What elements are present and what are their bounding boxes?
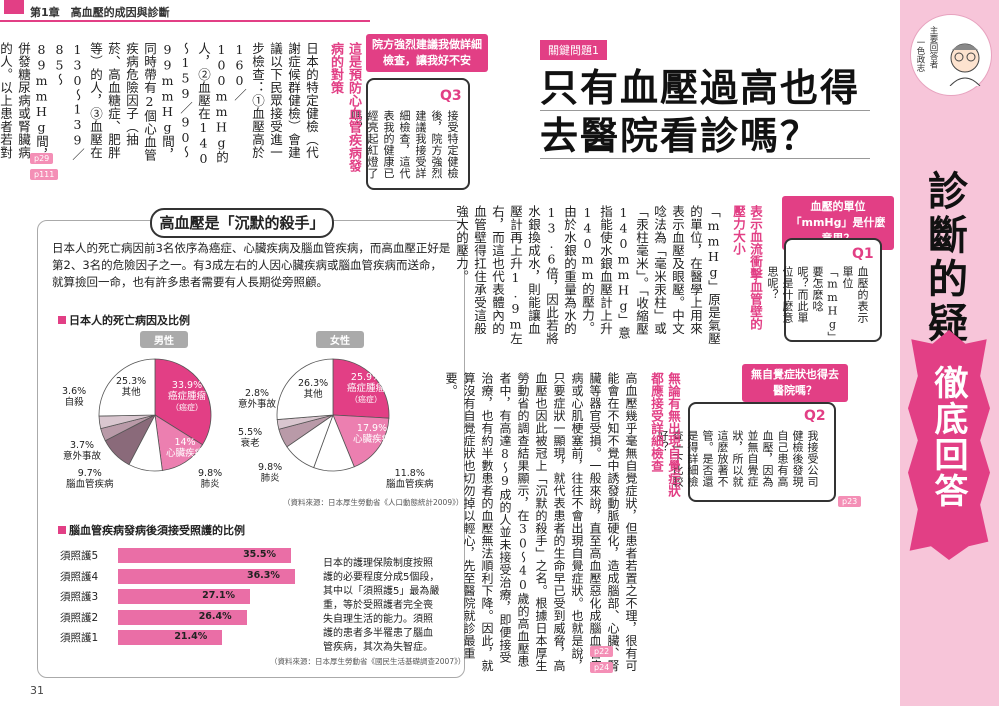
bar <box>118 589 251 604</box>
pie-chart-female <box>276 358 390 472</box>
data-label: 5.5 <box>238 427 254 438</box>
title-rule <box>540 158 870 159</box>
bar-category-label: 須照護1 <box>60 632 99 644</box>
pie-slice <box>332 414 390 468</box>
data-label: 33.9 <box>171 380 194 391</box>
header-page-mark <box>4 0 24 14</box>
page-ref-tag: p111 <box>30 169 59 180</box>
q3-number: Q3 <box>440 88 462 104</box>
q2-bubble: 無自覺症狀也得去醫院嗎？ <box>742 364 848 402</box>
data-label: 3.6 <box>62 386 78 397</box>
bar-note: 日本的護理保險制度按照護的必要程度分成5個段，其中以「須照護5」最為嚴重，等於受… <box>323 558 440 653</box>
bar <box>118 609 247 625</box>
pie-source: （資料來源：日本厚生勞動省《人口動態統計2009》） <box>283 498 464 507</box>
q3-question: 接受特定健檢後，院方強烈建議我接受詳細檢查，這代表我的健康已經亮起紅燈了嗎？ <box>350 110 459 179</box>
q1-question: 血壓的表示單位「mmHg」要怎麼唸呢？而此單位是什麼意思呢？ <box>766 266 869 343</box>
avatar-name: 一色政志 <box>915 38 925 72</box>
burst-text: 徹底回答 <box>928 365 968 509</box>
data-label: 9.8 <box>258 462 274 473</box>
pie-slice <box>98 358 156 417</box>
doctor-avatar <box>949 43 981 86</box>
pie-slice <box>332 358 390 419</box>
title-rule <box>540 110 870 111</box>
male-pneumonia-label: 9.8% 肺炎 <box>198 468 223 490</box>
chapter-header: 第1章 高血壓的成因與診斷 <box>30 6 170 19</box>
q2-body: 高血壓幾乎毫無自覺症狀，但患者若置之不理，很有可能會在不知不覺中誘發動脈硬化，造… <box>444 372 638 672</box>
section-intro: 日本人的死亡病因前3名依序為癌症、心臟疾病及腦血管疾病，而高血壓正好是第2、3名… <box>52 241 451 289</box>
female-heart-label: 17.9% 心臟疾病 <box>353 423 392 445</box>
page-ref-tag: p24 <box>590 662 614 673</box>
q1-body: 「mmHg」原是氣壓的單位，在醫學上用來表示血壓及眼壓。中文唸法為「毫米汞柱」或… <box>454 205 721 345</box>
pie-slice <box>154 358 212 446</box>
male-other-label: 25.3% 其他 <box>116 376 147 398</box>
data-label: 9.7 <box>77 468 93 479</box>
data-label: 9.8 <box>198 468 214 479</box>
q3-body: 日本的特定健檢（代謝症候群健檢）會建議以下民眾接受進一步檢查：①血壓高於160／… <box>0 42 319 167</box>
male-heart-label: 14% 心臟疾病 <box>166 437 205 459</box>
pie-chart-title: 日本人的死亡病因及比例 <box>58 312 190 328</box>
male-cancer-label: 33.9% 癌症腫瘤 （癌症） <box>168 380 207 412</box>
female-senility-label: 5.5% 衰老 <box>238 427 263 449</box>
data-label: 25.9 <box>350 372 373 383</box>
bar-source: （資料來源：日本厚生勞動省《國民生活基礎調查2007》） <box>270 657 466 666</box>
page-number-left: 31 <box>30 684 44 697</box>
bar-value-label: 26.4% <box>198 610 232 622</box>
main-title: 只有血壓過高也得 去醫院看診嗎？ <box>540 65 861 158</box>
female-other-label: 26.3% 其他 <box>298 378 329 400</box>
page-ref-tag: p29 <box>30 153 54 164</box>
data-label: 25.3 <box>116 376 138 387</box>
male-suicide-label: 3.6% 自殺 <box>62 386 87 408</box>
male-cerebro-label: 9.7% 腦血管疾病 <box>66 468 114 490</box>
burst-shape <box>908 330 990 560</box>
data-label: 14 <box>174 437 187 448</box>
bar-value-label: 21.4% <box>174 631 208 642</box>
bar-category-label: 須照護5 <box>60 550 99 562</box>
male-tab: 男性 <box>140 331 188 348</box>
pie-slice <box>276 358 334 421</box>
data-label: 2.8 <box>244 388 261 399</box>
q1-heading: 表示血流衝擊血管壁的壓力大小 <box>731 205 763 330</box>
q2-number: Q2 <box>804 408 826 424</box>
male-accident-label: 3.7% 意外事故 <box>63 440 102 462</box>
data-label: 26.3 <box>298 378 320 389</box>
data-label: 17.9 <box>356 423 379 434</box>
bar-category-label: 須照護2 <box>60 611 99 624</box>
q3-heading: 這是預防心血管疾病發病的對策 <box>328 42 361 172</box>
bar-value-label: 27.1% <box>202 590 236 601</box>
female-tab: 女性 <box>316 331 364 348</box>
bar <box>118 548 292 563</box>
data-label: 11.8 <box>394 468 416 479</box>
pie-chart-male <box>98 358 212 472</box>
bar-value-label: 35.5% <box>243 549 277 560</box>
section-title: 高血壓是「沉默的殺手」 <box>150 208 334 238</box>
bar-category-label: 須照護4 <box>60 570 99 583</box>
female-cerebro-label: 11.8% 腦血管疾病 <box>386 468 434 490</box>
q2-question: 我接受公司健檢後發現自己患有高血壓，因為並無自覺症狀，所以就這麼放著不管。是否還… <box>656 430 819 488</box>
avatar-caption: 主要回答者 <box>928 26 938 69</box>
key-point-tag: 關鍵問題1 <box>540 40 607 60</box>
q3-question-box <box>366 78 470 190</box>
q1-number: Q1 <box>852 246 874 262</box>
page-ref-tag: p22 <box>590 646 614 657</box>
bar-chart-title: 腦血管疾病發病後須接受照護的比例 <box>58 522 245 538</box>
header-rule <box>0 20 370 22</box>
q1-question-box <box>784 238 882 342</box>
q2-question-box <box>688 402 836 502</box>
bar <box>118 630 223 645</box>
female-accident-label: 2.8% 意外事故 <box>238 388 277 410</box>
q2-heading: 無論有無出現自覺症狀都應接受詳細檢查 <box>649 372 681 497</box>
q3-bubble: 院方強烈建議我做詳細檢查，讓我好不安 <box>366 34 488 72</box>
bar-category-label: 須照護3 <box>60 591 99 603</box>
female-pneumonia-label: 9.8% 肺炎 <box>258 462 283 484</box>
page-ref-tag: p23 <box>838 496 862 507</box>
female-cancer-label: 25.9% 癌症腫瘤 （癌症） <box>347 372 386 404</box>
bar <box>118 568 295 584</box>
data-label: 3.7 <box>69 440 86 451</box>
bar-value-label: 36.3% <box>246 569 280 581</box>
